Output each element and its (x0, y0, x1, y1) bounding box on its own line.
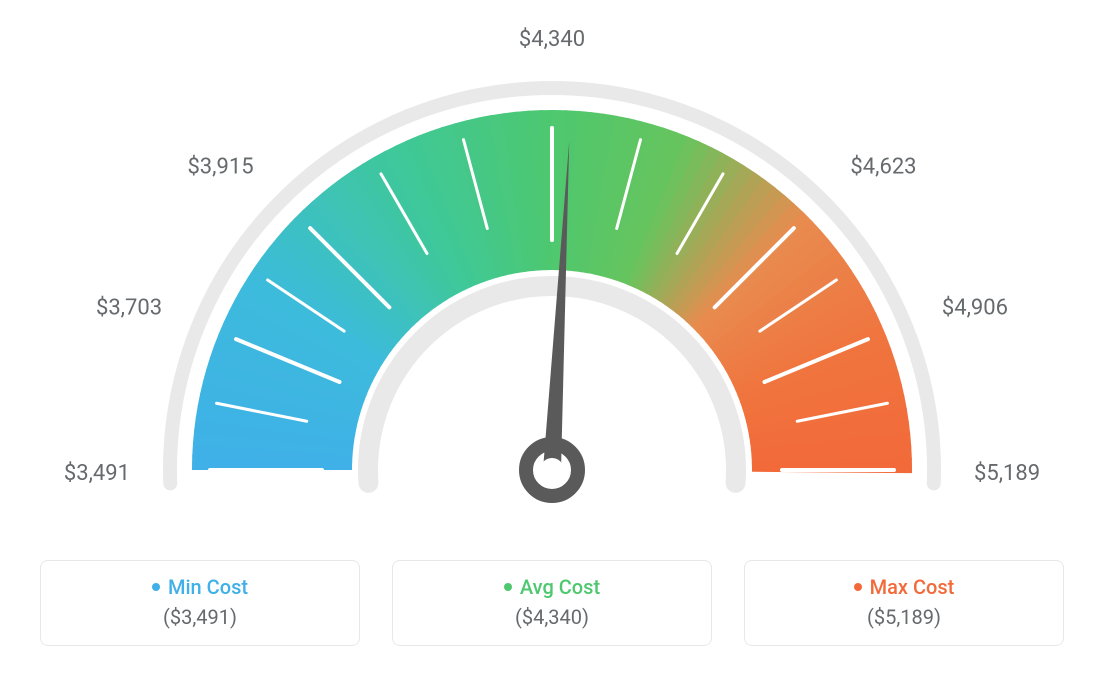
gauge-tick-label: $4,623 (850, 154, 916, 179)
legend-title-avg: Avg Cost (403, 575, 701, 599)
gauge-tick-label: $3,491 (64, 461, 130, 486)
legend-title-text: Max Cost (870, 575, 955, 599)
legend-value-max: ($5,189) (755, 605, 1053, 629)
gauge-hub-inner (540, 458, 564, 482)
legend-value-avg: ($4,340) (403, 605, 701, 629)
legend-dot-min (152, 583, 160, 591)
legend-card-min: Min Cost ($3,491) (40, 560, 360, 646)
gauge-tick-label: $3,703 (96, 295, 162, 320)
legend-title-max: Max Cost (755, 575, 1053, 599)
gauge-tick-label: $4,906 (942, 295, 1008, 320)
legend-title-min: Min Cost (51, 575, 349, 599)
legend-row: Min Cost ($3,491) Avg Cost ($4,340) Max … (0, 560, 1104, 666)
legend-title-text: Min Cost (168, 575, 248, 599)
gauge-tick-label: $4,340 (519, 27, 585, 52)
legend-value-min: ($3,491) (51, 605, 349, 629)
legend-dot-avg (504, 583, 512, 591)
legend-card-max: Max Cost ($5,189) (744, 560, 1064, 646)
gauge-tick-label: $5,189 (974, 461, 1040, 486)
gauge-svg: $3,491 $3,703 $3,915 $4,340 $4,623 $4,906 $5,1… (0, 0, 1104, 560)
legend-card-avg: Avg Cost ($4,340) (392, 560, 712, 646)
gauge-chart: $3,491 $3,703 $3,915 $4,340 $4,623 $4,906 $5,1… (0, 0, 1104, 560)
legend-title-text: Avg Cost (520, 575, 600, 599)
legend-dot-max (854, 583, 862, 591)
gauge-tick-label: $3,915 (187, 154, 253, 179)
